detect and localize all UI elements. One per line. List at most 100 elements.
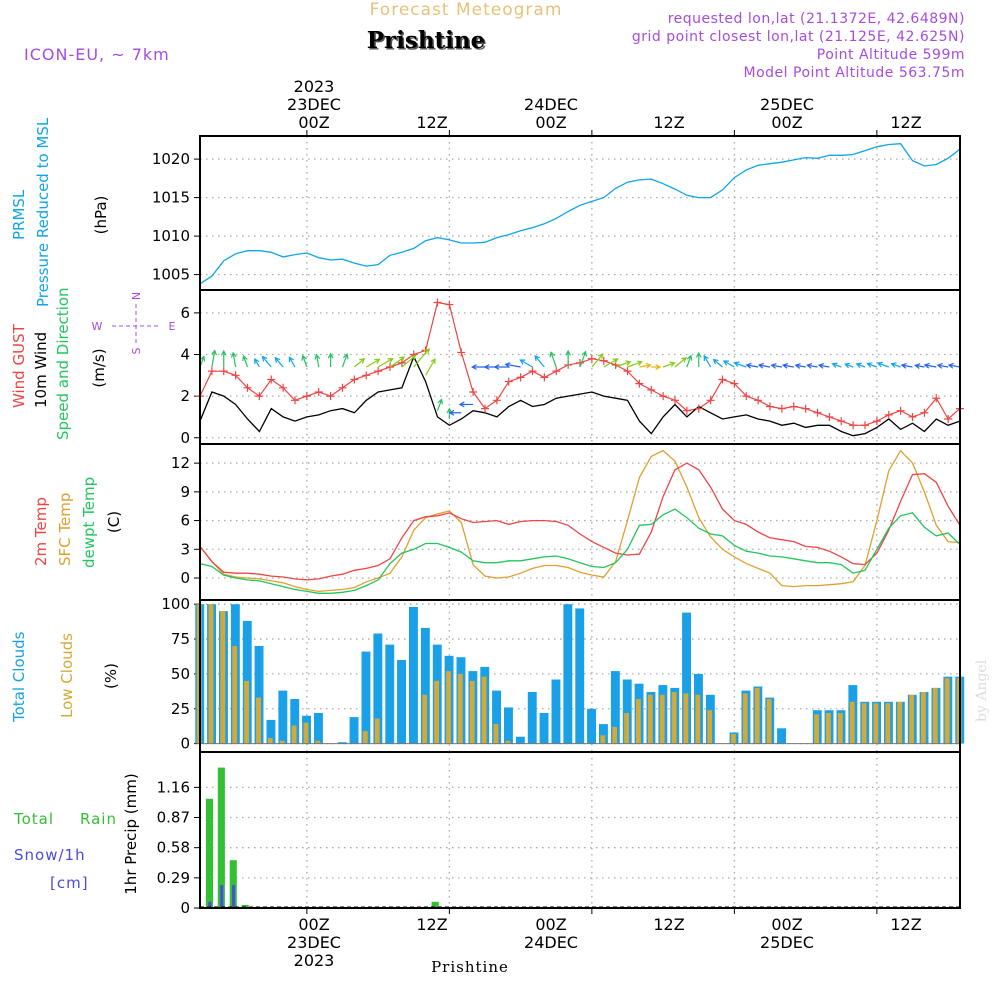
gust-marker-9 xyxy=(302,392,311,401)
precip-ytick-label-3: 0.87 xyxy=(157,809,190,827)
low-cloud-bar-15 xyxy=(374,718,380,744)
gust-marker-59 xyxy=(896,406,905,415)
wind-direction-arrow-61 xyxy=(914,363,925,369)
wind-direction-arrow-44 xyxy=(712,358,723,368)
model-point-altitude: Model Point Altitude 563.75m xyxy=(744,65,965,81)
gust-marker-54 xyxy=(837,417,846,426)
gust-marker-38 xyxy=(647,385,656,394)
gust-marker-6 xyxy=(267,375,276,384)
total-cloud-bar-8 xyxy=(290,699,300,744)
low-cloud-bar-60 xyxy=(909,694,914,744)
wind-direction-arrow-23 xyxy=(458,401,474,408)
label-wind-gust: Wind GUST xyxy=(10,323,28,408)
bottom-axis-tick-5: 00Z xyxy=(771,915,802,934)
total-cloud-bar-27 xyxy=(515,736,525,744)
total-cloud-bar-16 xyxy=(385,644,395,744)
gust-marker-23 xyxy=(469,387,478,396)
wind-direction-arrow-42 xyxy=(695,351,702,367)
precip-ytick-label-1: 0.29 xyxy=(157,869,190,887)
wind-direction-arrow-11 xyxy=(327,352,334,367)
wind-direction-arrow-40 xyxy=(674,356,687,368)
precip-panel: 0 0.29 0.58 0.87 1.16 xyxy=(157,752,960,917)
pressure-ytick-label-3: 1020 xyxy=(152,150,190,168)
label-speed-direction: Speed and Direction xyxy=(54,287,72,440)
compass-n: N xyxy=(130,292,143,300)
wind-direction-arrow-63 xyxy=(936,363,949,369)
gust-marker-36 xyxy=(623,367,632,376)
gust-marker-48 xyxy=(766,402,774,411)
panels-layer: 1005 1010 1015 1020 0 2 4 6 0 3 6 9 12 0 25 50 75 100 0 0.2… xyxy=(152,130,965,917)
temp-panel-labels: 2m Temp SFC Temp dewpt Temp (C) xyxy=(32,477,123,568)
gust-marker-24 xyxy=(481,404,489,413)
wind-direction-arrow-12 xyxy=(341,353,349,368)
label-snow: Snow/1h xyxy=(14,846,86,864)
clouds-ytick-label-4: 100 xyxy=(161,595,190,613)
low-cloud-bar-63 xyxy=(944,678,950,744)
gust-marker-40 xyxy=(671,396,679,405)
gust-marker-12 xyxy=(338,383,347,392)
wind-direction-arrow-29 xyxy=(534,355,545,368)
station-title: Prishtine xyxy=(367,27,486,54)
total-cloud-bar-5 xyxy=(254,646,264,744)
gust-marker-62 xyxy=(932,394,941,403)
wind-direction-arrow-59 xyxy=(890,362,901,368)
wind-direction-arrow-62 xyxy=(923,362,937,369)
precip-ytick-label-2: 0.58 xyxy=(157,839,190,857)
low-cloud-bar-54 xyxy=(837,713,843,744)
wind-ytick-label-0: 0 xyxy=(180,429,190,447)
low-cloud-bar-3 xyxy=(232,646,238,744)
low-cloud-bar-34 xyxy=(600,735,606,744)
wind-direction-arrow-36 xyxy=(627,360,643,368)
low-cloud-bar-2 xyxy=(220,611,226,744)
wind-ytick-label-1: 2 xyxy=(180,387,190,405)
wind-direction-arrow-53 xyxy=(817,363,830,369)
wind-direction-arrow-6 xyxy=(261,355,272,368)
label-low-clouds: Low Clouds xyxy=(58,633,76,718)
pressure-ytick-label-0: 1005 xyxy=(152,266,190,284)
snow-bar-2 xyxy=(232,885,236,908)
low-cloud-bar-25 xyxy=(493,724,499,744)
gust-marker-34 xyxy=(599,356,608,365)
temperature-frame xyxy=(199,443,961,601)
low-cloud-bar-55 xyxy=(849,701,855,744)
label-total-clouds: Total Clouds xyxy=(10,631,28,723)
clouds-panel: 0 25 50 75 100 xyxy=(161,595,965,753)
gust-marker-22 xyxy=(457,348,466,357)
rain-bar-19 xyxy=(431,901,439,908)
wind-direction-arrow-20 xyxy=(436,398,443,411)
label-total: Total xyxy=(13,810,54,828)
wind-direction-arrow-30 xyxy=(549,351,557,368)
wind-direction-arrow-9 xyxy=(301,354,308,368)
gust-marker-53 xyxy=(825,412,834,421)
station-title-shadow: Prishtine xyxy=(368,29,487,56)
top-axis-tick-1: 00Z xyxy=(298,113,329,132)
precip-ytick-label-4: 1.16 xyxy=(157,778,190,796)
total-cloud-bar-14 xyxy=(361,651,371,744)
low-cloud-bar-36 xyxy=(624,713,629,744)
wind-panel-labels: Wind GUST 10m Wind Speed and Direction (… xyxy=(10,287,176,440)
total-cloud-bar-32 xyxy=(575,608,585,744)
wind-direction-arrow-17 xyxy=(401,354,417,368)
low-cloud-bar-59 xyxy=(897,701,903,744)
low-cloud-bar-23 xyxy=(469,680,475,744)
rain-bar-0 xyxy=(205,798,213,908)
total-cloud-bar-17 xyxy=(397,660,406,744)
total-cloud-bar-31 xyxy=(563,604,573,744)
gust-marker-30 xyxy=(552,367,561,376)
gust-marker-4 xyxy=(243,383,252,392)
cloud-panel-labels: Total Clouds Low Clouds (%) xyxy=(10,631,120,723)
wind-direction-arrow-38 xyxy=(651,364,662,370)
top-time-axis: 2023 23DEC 24DEC 25DEC 00Z 12Z 00Z 12Z 0… xyxy=(287,77,922,132)
gust-marker-25 xyxy=(492,396,501,405)
total-cloud-bar-25 xyxy=(492,690,501,744)
label-rain: Rain xyxy=(80,810,117,828)
total-cloud-bar-6 xyxy=(266,719,276,744)
low-cloud-bar-1 xyxy=(208,604,214,744)
total-cloud-bar-36 xyxy=(622,679,632,744)
gust-marker-17 xyxy=(397,358,406,367)
compass-e: E xyxy=(169,320,176,333)
total-cloud-bar-30 xyxy=(551,679,561,744)
wind-direction-arrow-54 xyxy=(831,362,842,369)
low-cloud-bar-43 xyxy=(707,710,713,744)
